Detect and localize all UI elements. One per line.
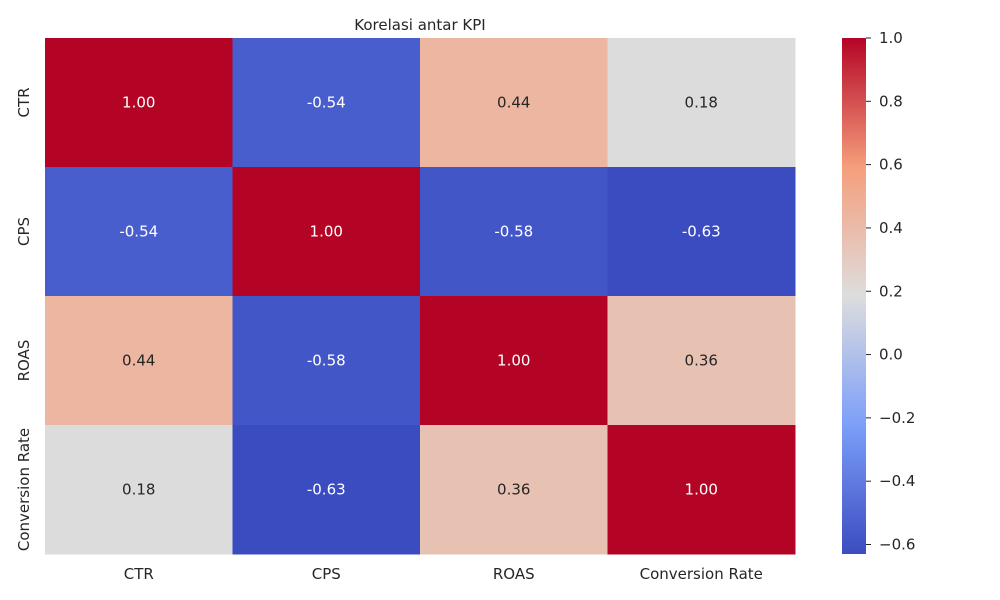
colorbar-tick-label: 0.8 — [879, 92, 903, 110]
chart-title: Korelasi antar KPI — [354, 16, 485, 34]
x-axis-tick-labels: CTR CPS ROAS Conversion Rate — [124, 565, 763, 583]
heatmap-cell — [420, 167, 608, 297]
cell-annotation: 0.18 — [122, 481, 155, 499]
cell-annotation: -0.63 — [307, 481, 346, 499]
cell-annotation: 1.00 — [497, 352, 530, 370]
cell-annotation: -0.63 — [682, 223, 721, 241]
heatmap-cell — [420, 296, 608, 426]
x-tick-label: ROAS — [493, 565, 535, 583]
y-tick-label: ROAS — [15, 340, 33, 382]
heatmap-cell — [45, 38, 233, 168]
cell-annotation: 1.00 — [310, 223, 343, 241]
colorbar-tick-label: −0.6 — [879, 536, 915, 554]
colorbar-tick-label: 0.2 — [879, 282, 903, 300]
heatmap-cell — [607, 296, 796, 426]
y-tick-label: CPS — [15, 217, 33, 246]
colorbar-tick-label: −0.2 — [879, 409, 915, 427]
colorbar — [842, 38, 866, 554]
x-tick-label: CTR — [124, 565, 154, 583]
cell-annotation: -0.58 — [494, 223, 533, 241]
heatmap-cell — [232, 296, 421, 426]
heatmap-cell — [232, 38, 421, 168]
cell-annotation: 0.36 — [497, 481, 530, 499]
y-tick-label: Conversion Rate — [15, 428, 33, 551]
heatmap-cell — [420, 425, 608, 555]
cell-annotation: -0.54 — [119, 223, 158, 241]
x-tick-label: CPS — [312, 565, 341, 583]
cell-annotation: 0.44 — [122, 352, 155, 370]
cell-annotation: 0.36 — [685, 352, 718, 370]
cell-annotation: 0.44 — [497, 94, 530, 112]
heatmap-cell — [45, 296, 233, 426]
cell-annotation: 1.00 — [122, 94, 155, 112]
heatmap-cell — [420, 38, 608, 168]
x-tick-label: Conversion Rate — [640, 565, 763, 583]
y-axis-tick-labels: CTR CPS ROAS Conversion Rate — [15, 87, 33, 551]
heatmap-cell — [45, 425, 233, 555]
heatmap-cell — [232, 167, 421, 297]
colorbar-tick-label: 0.0 — [879, 346, 903, 364]
cell-annotation: 0.18 — [685, 94, 718, 112]
colorbar-tick-label: 0.4 — [879, 219, 903, 237]
heatmap-cell — [232, 425, 421, 555]
colorbar-tick-label: 0.6 — [879, 156, 903, 174]
y-tick-label: CTR — [15, 87, 33, 117]
heatmap-cell — [607, 425, 796, 555]
heatmap-cell — [45, 167, 233, 297]
cell-annotation: -0.58 — [307, 352, 346, 370]
colorbar-tick-label: 1.0 — [879, 29, 903, 47]
heatmap-cells: 1.00 -0.54 0.44 0.18 -0.54 1.00 -0.58 -0.63 0.44… — [45, 38, 796, 555]
colorbar-ticks: 1.0 0.8 0.6 0.4 0.2 0.0 −0.2 −0.4 −0.6 — [866, 29, 915, 554]
heatmap-cell — [607, 167, 796, 297]
cell-annotation: -0.54 — [307, 94, 346, 112]
cell-annotation: 1.00 — [685, 481, 718, 499]
colorbar-tick-label: −0.4 — [879, 472, 915, 490]
heatmap-cell — [607, 38, 796, 168]
